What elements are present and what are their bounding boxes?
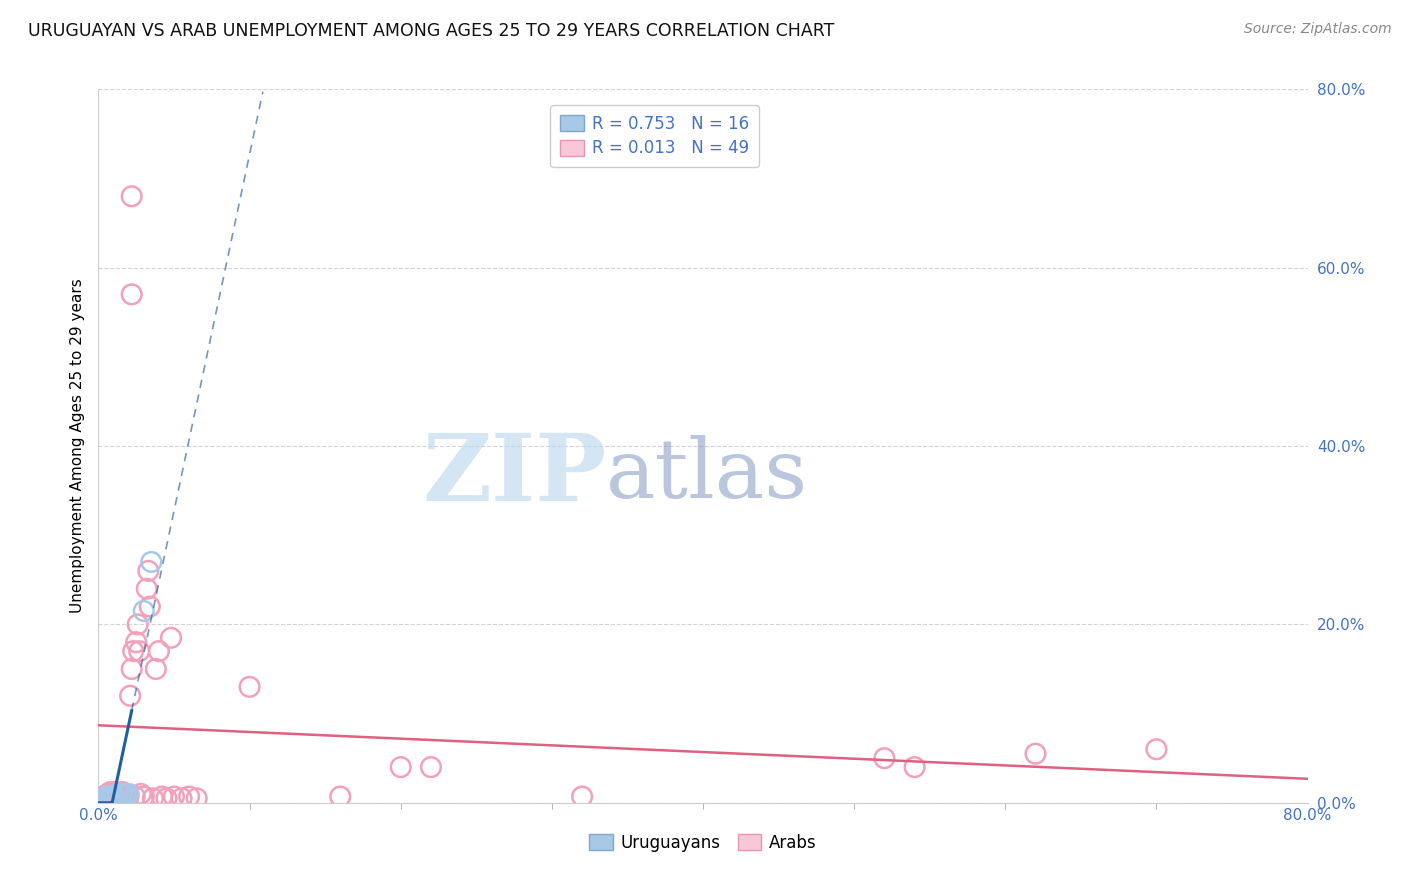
Point xyxy=(186,791,208,805)
Point xyxy=(96,787,118,801)
Point xyxy=(112,789,135,804)
Point xyxy=(90,791,112,805)
Point xyxy=(141,555,163,569)
Point xyxy=(110,787,132,801)
Point xyxy=(98,789,121,804)
Point xyxy=(94,789,117,804)
Point xyxy=(121,189,143,203)
Point xyxy=(98,789,121,804)
Point xyxy=(129,787,152,801)
Text: atlas: atlas xyxy=(606,434,808,515)
Point xyxy=(111,785,134,799)
Text: URUGUAYAN VS ARAB UNEMPLOYMENT AMONG AGES 25 TO 29 YEARS CORRELATION CHART: URUGUAYAN VS ARAB UNEMPLOYMENT AMONG AGE… xyxy=(28,22,835,40)
Point xyxy=(132,789,155,804)
Point xyxy=(135,582,157,596)
Point xyxy=(107,787,129,801)
Point xyxy=(121,287,143,301)
Point xyxy=(110,789,132,804)
Point xyxy=(105,791,128,805)
Point xyxy=(125,635,148,649)
Point xyxy=(145,662,167,676)
Point xyxy=(120,689,142,703)
Point xyxy=(103,791,125,805)
Point xyxy=(124,789,146,804)
Point xyxy=(170,791,193,805)
Point xyxy=(419,760,441,774)
Point xyxy=(121,662,143,676)
Point xyxy=(118,789,141,804)
Point xyxy=(93,791,115,805)
Point xyxy=(142,791,165,805)
Text: Source: ZipAtlas.com: Source: ZipAtlas.com xyxy=(1244,22,1392,37)
Point xyxy=(100,791,122,805)
Point xyxy=(104,789,127,804)
Point xyxy=(115,787,138,801)
Point xyxy=(329,789,352,804)
Point xyxy=(111,787,134,801)
Point xyxy=(101,789,124,804)
Point xyxy=(93,789,115,804)
Point xyxy=(239,680,262,694)
Point xyxy=(389,760,412,774)
Point xyxy=(139,599,162,614)
Point xyxy=(1144,742,1167,756)
Point xyxy=(105,789,128,804)
Point xyxy=(571,789,593,804)
Point xyxy=(101,789,124,804)
Point xyxy=(104,785,127,799)
Point xyxy=(118,787,141,801)
Point xyxy=(114,791,136,805)
Text: ZIP: ZIP xyxy=(422,430,606,519)
Point xyxy=(96,791,118,805)
Point xyxy=(128,644,150,658)
Point xyxy=(136,564,159,578)
Point xyxy=(107,791,129,805)
Point xyxy=(163,789,186,804)
Point xyxy=(904,760,927,774)
Point xyxy=(148,644,170,658)
Point xyxy=(122,644,145,658)
Point xyxy=(103,791,125,805)
Point xyxy=(114,787,136,801)
Y-axis label: Unemployment Among Ages 25 to 29 years: Unemployment Among Ages 25 to 29 years xyxy=(69,278,84,614)
Point xyxy=(155,791,177,805)
Point xyxy=(132,604,155,618)
Point xyxy=(1024,747,1046,761)
Legend: Uruguayans, Arabs: Uruguayans, Arabs xyxy=(582,828,824,859)
Point xyxy=(160,631,183,645)
Point xyxy=(177,789,201,804)
Point xyxy=(100,785,122,799)
Point xyxy=(127,617,149,632)
Point xyxy=(873,751,896,765)
Point xyxy=(150,789,173,804)
Point xyxy=(94,791,117,805)
Point xyxy=(108,787,131,801)
